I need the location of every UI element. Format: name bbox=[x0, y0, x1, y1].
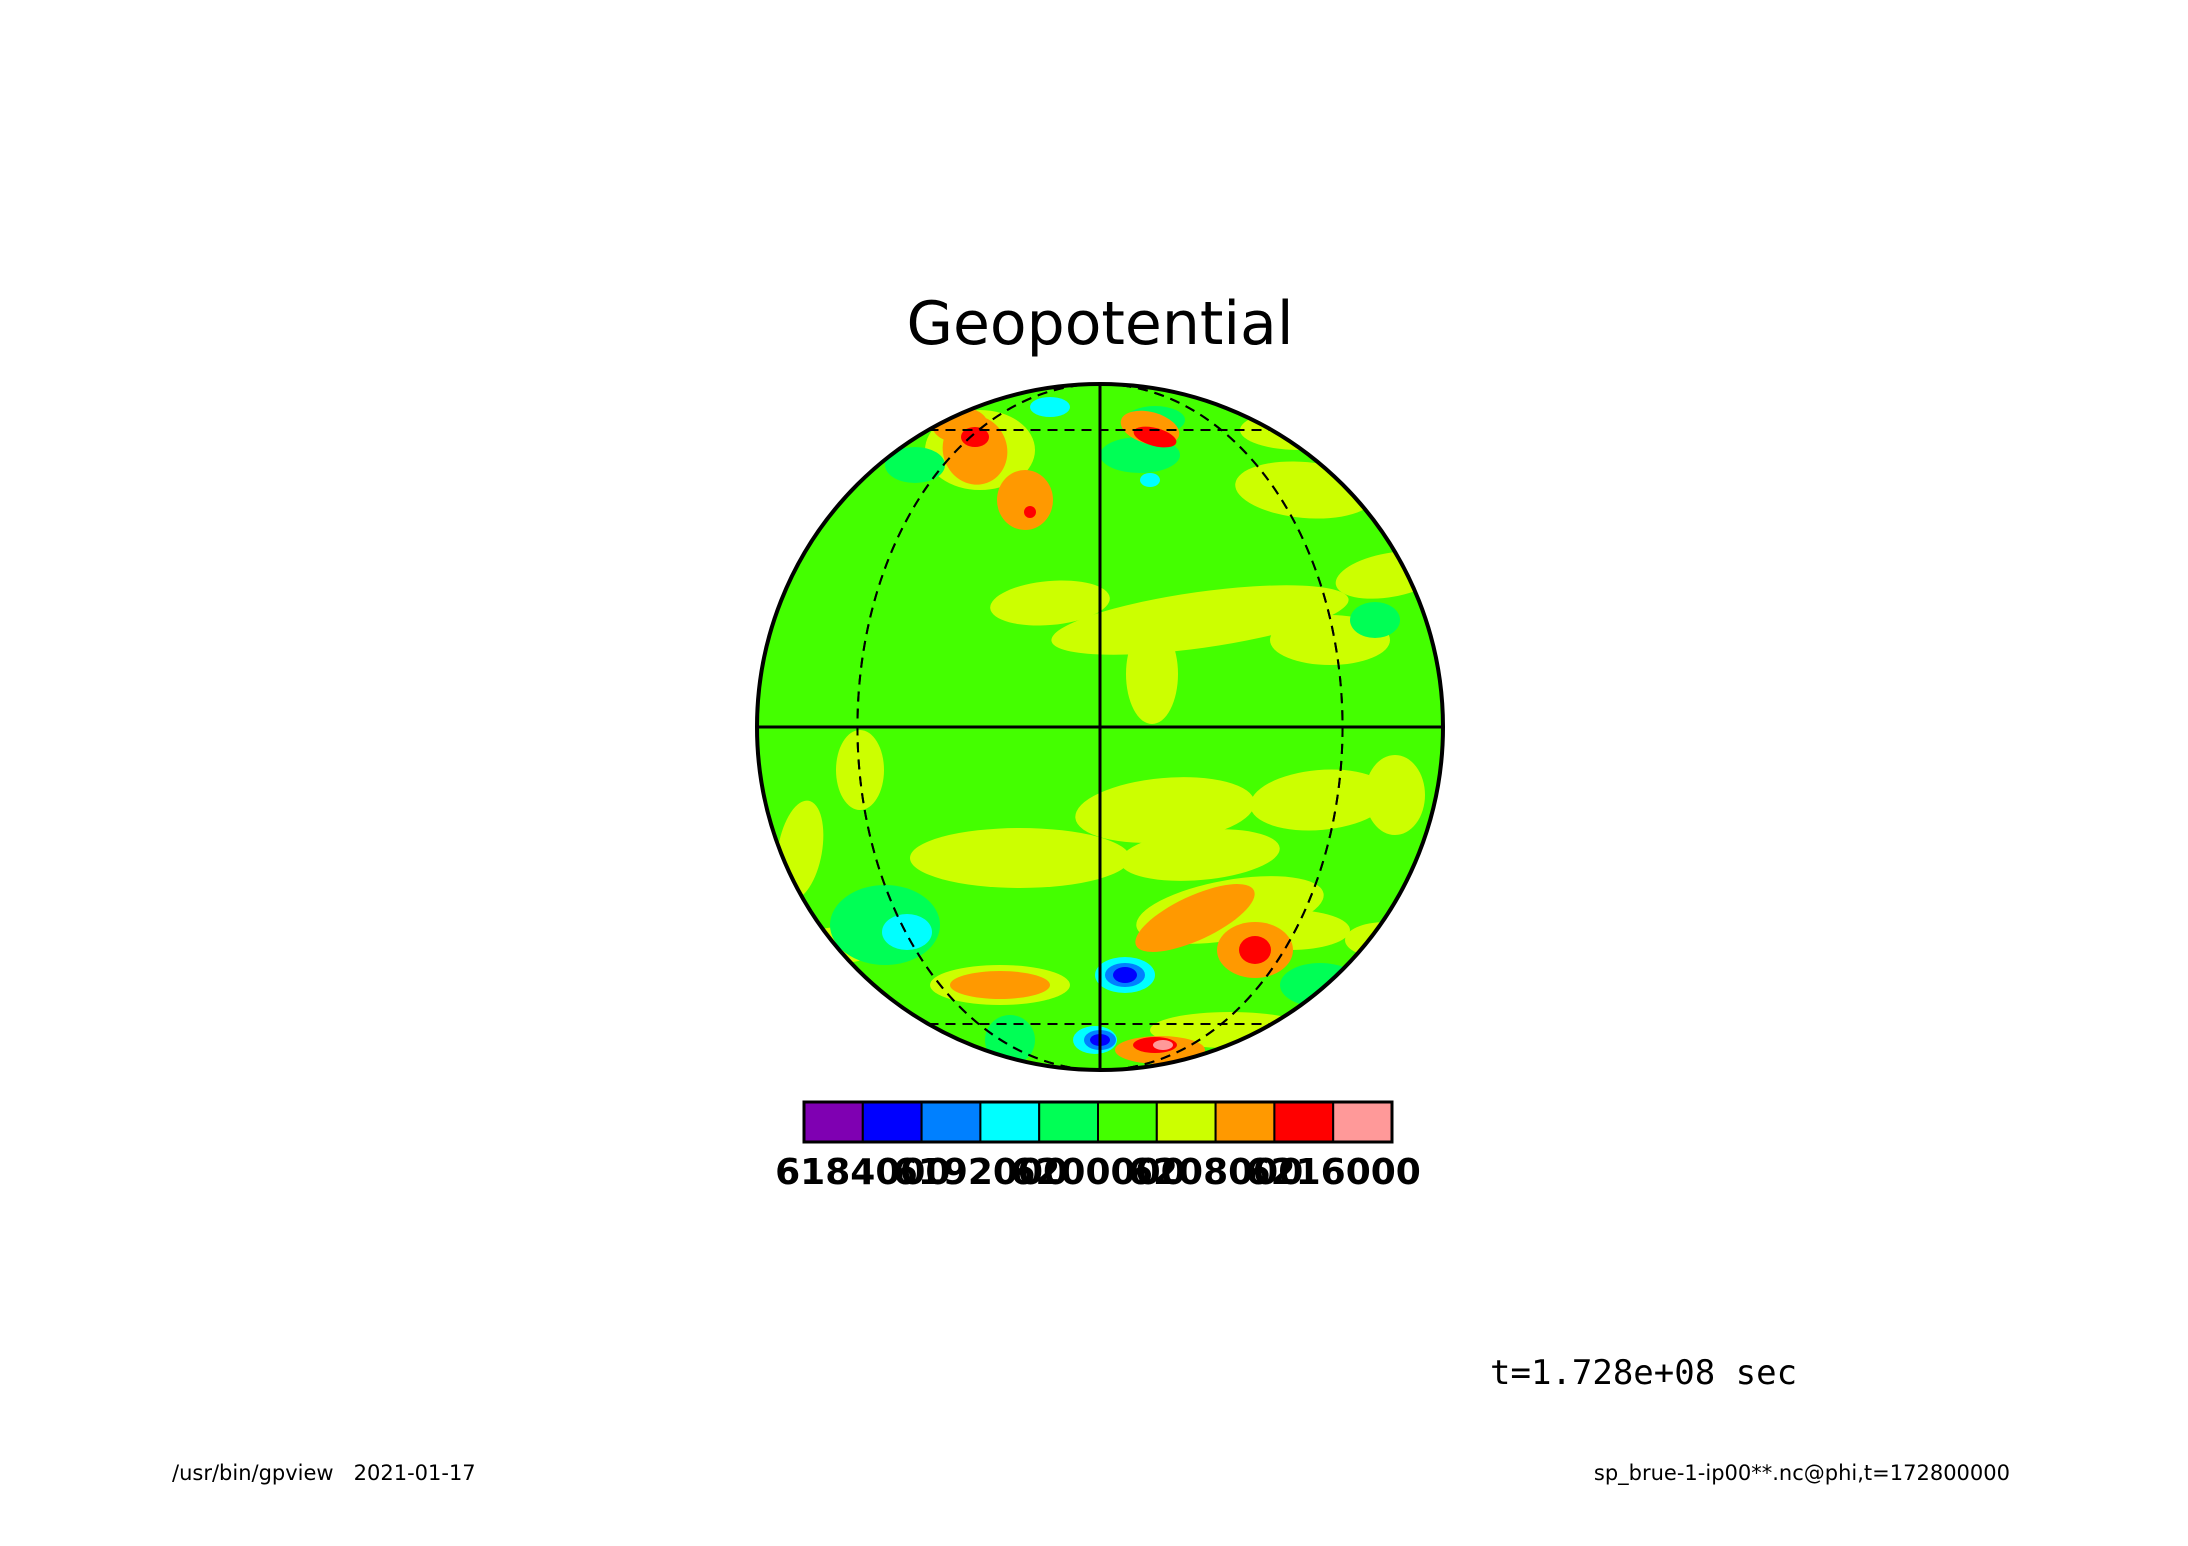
contour-region bbox=[950, 971, 1050, 999]
contour-region bbox=[1135, 884, 1255, 952]
contour-region bbox=[1113, 967, 1137, 983]
colorbar-swatch bbox=[1038, 1101, 1099, 1143]
colorbar-tick-label: 6200000 bbox=[1010, 1152, 1185, 1193]
colorbar-swatch bbox=[1332, 1101, 1393, 1143]
contour-region bbox=[1030, 397, 1070, 417]
colorbar-swatch bbox=[1273, 1101, 1335, 1143]
contour-region bbox=[1153, 1040, 1173, 1050]
contour-region bbox=[1140, 473, 1160, 487]
colorbar-tick-label: 6192000 bbox=[893, 1152, 1068, 1193]
time-label: t=1.728e+08 sec bbox=[1490, 1353, 1797, 1393]
contour-region bbox=[1345, 980, 1425, 1020]
contour-region bbox=[836, 730, 884, 810]
chart-title: Geopotential bbox=[906, 289, 1293, 359]
colorbar-swatch bbox=[1097, 1101, 1158, 1143]
colorbar-tick-label: 6184000 bbox=[775, 1152, 950, 1193]
contour-region bbox=[1365, 755, 1425, 835]
contour-region bbox=[1051, 585, 1349, 655]
colorbar-tick-label: 6216000 bbox=[1246, 1152, 1421, 1193]
colorbar-swatch bbox=[1214, 1101, 1276, 1143]
colorbar-swatch bbox=[1155, 1101, 1217, 1143]
globe bbox=[755, 382, 1445, 1072]
contour-region bbox=[840, 992, 880, 1028]
colorbar-swatch bbox=[861, 1101, 923, 1143]
colorbar-tick-label: 6208000 bbox=[1128, 1152, 1303, 1193]
contour-region bbox=[1345, 422, 1375, 438]
contour-region bbox=[1133, 426, 1177, 448]
contour-region bbox=[1075, 777, 1255, 843]
colorbar-swatch bbox=[979, 1101, 1041, 1143]
globe-outline bbox=[755, 382, 1445, 1072]
contour-region bbox=[990, 580, 1110, 626]
contour-region bbox=[1239, 936, 1271, 964]
contour-region bbox=[885, 447, 945, 483]
contour-region bbox=[1120, 829, 1280, 881]
contour-region bbox=[1024, 506, 1036, 518]
colorbar-swatch bbox=[920, 1101, 982, 1143]
contour-region bbox=[882, 914, 932, 950]
footer-right: sp_brue-1-ip00**.nc@phi,t=172800000 bbox=[1594, 1461, 2010, 1486]
contour-region bbox=[910, 828, 1130, 888]
footer-left: /usr/bin/gpview 2021-01-17 bbox=[172, 1461, 476, 1485]
contour-region bbox=[1126, 624, 1178, 724]
contour-region bbox=[997, 470, 1053, 530]
contour-region bbox=[961, 427, 989, 447]
colorbar-outline bbox=[802, 1100, 1394, 1144]
colorbar-swatch bbox=[803, 1101, 864, 1143]
contour-region bbox=[1280, 963, 1360, 1007]
contour-region bbox=[1250, 769, 1390, 831]
contour-region bbox=[1350, 602, 1400, 638]
